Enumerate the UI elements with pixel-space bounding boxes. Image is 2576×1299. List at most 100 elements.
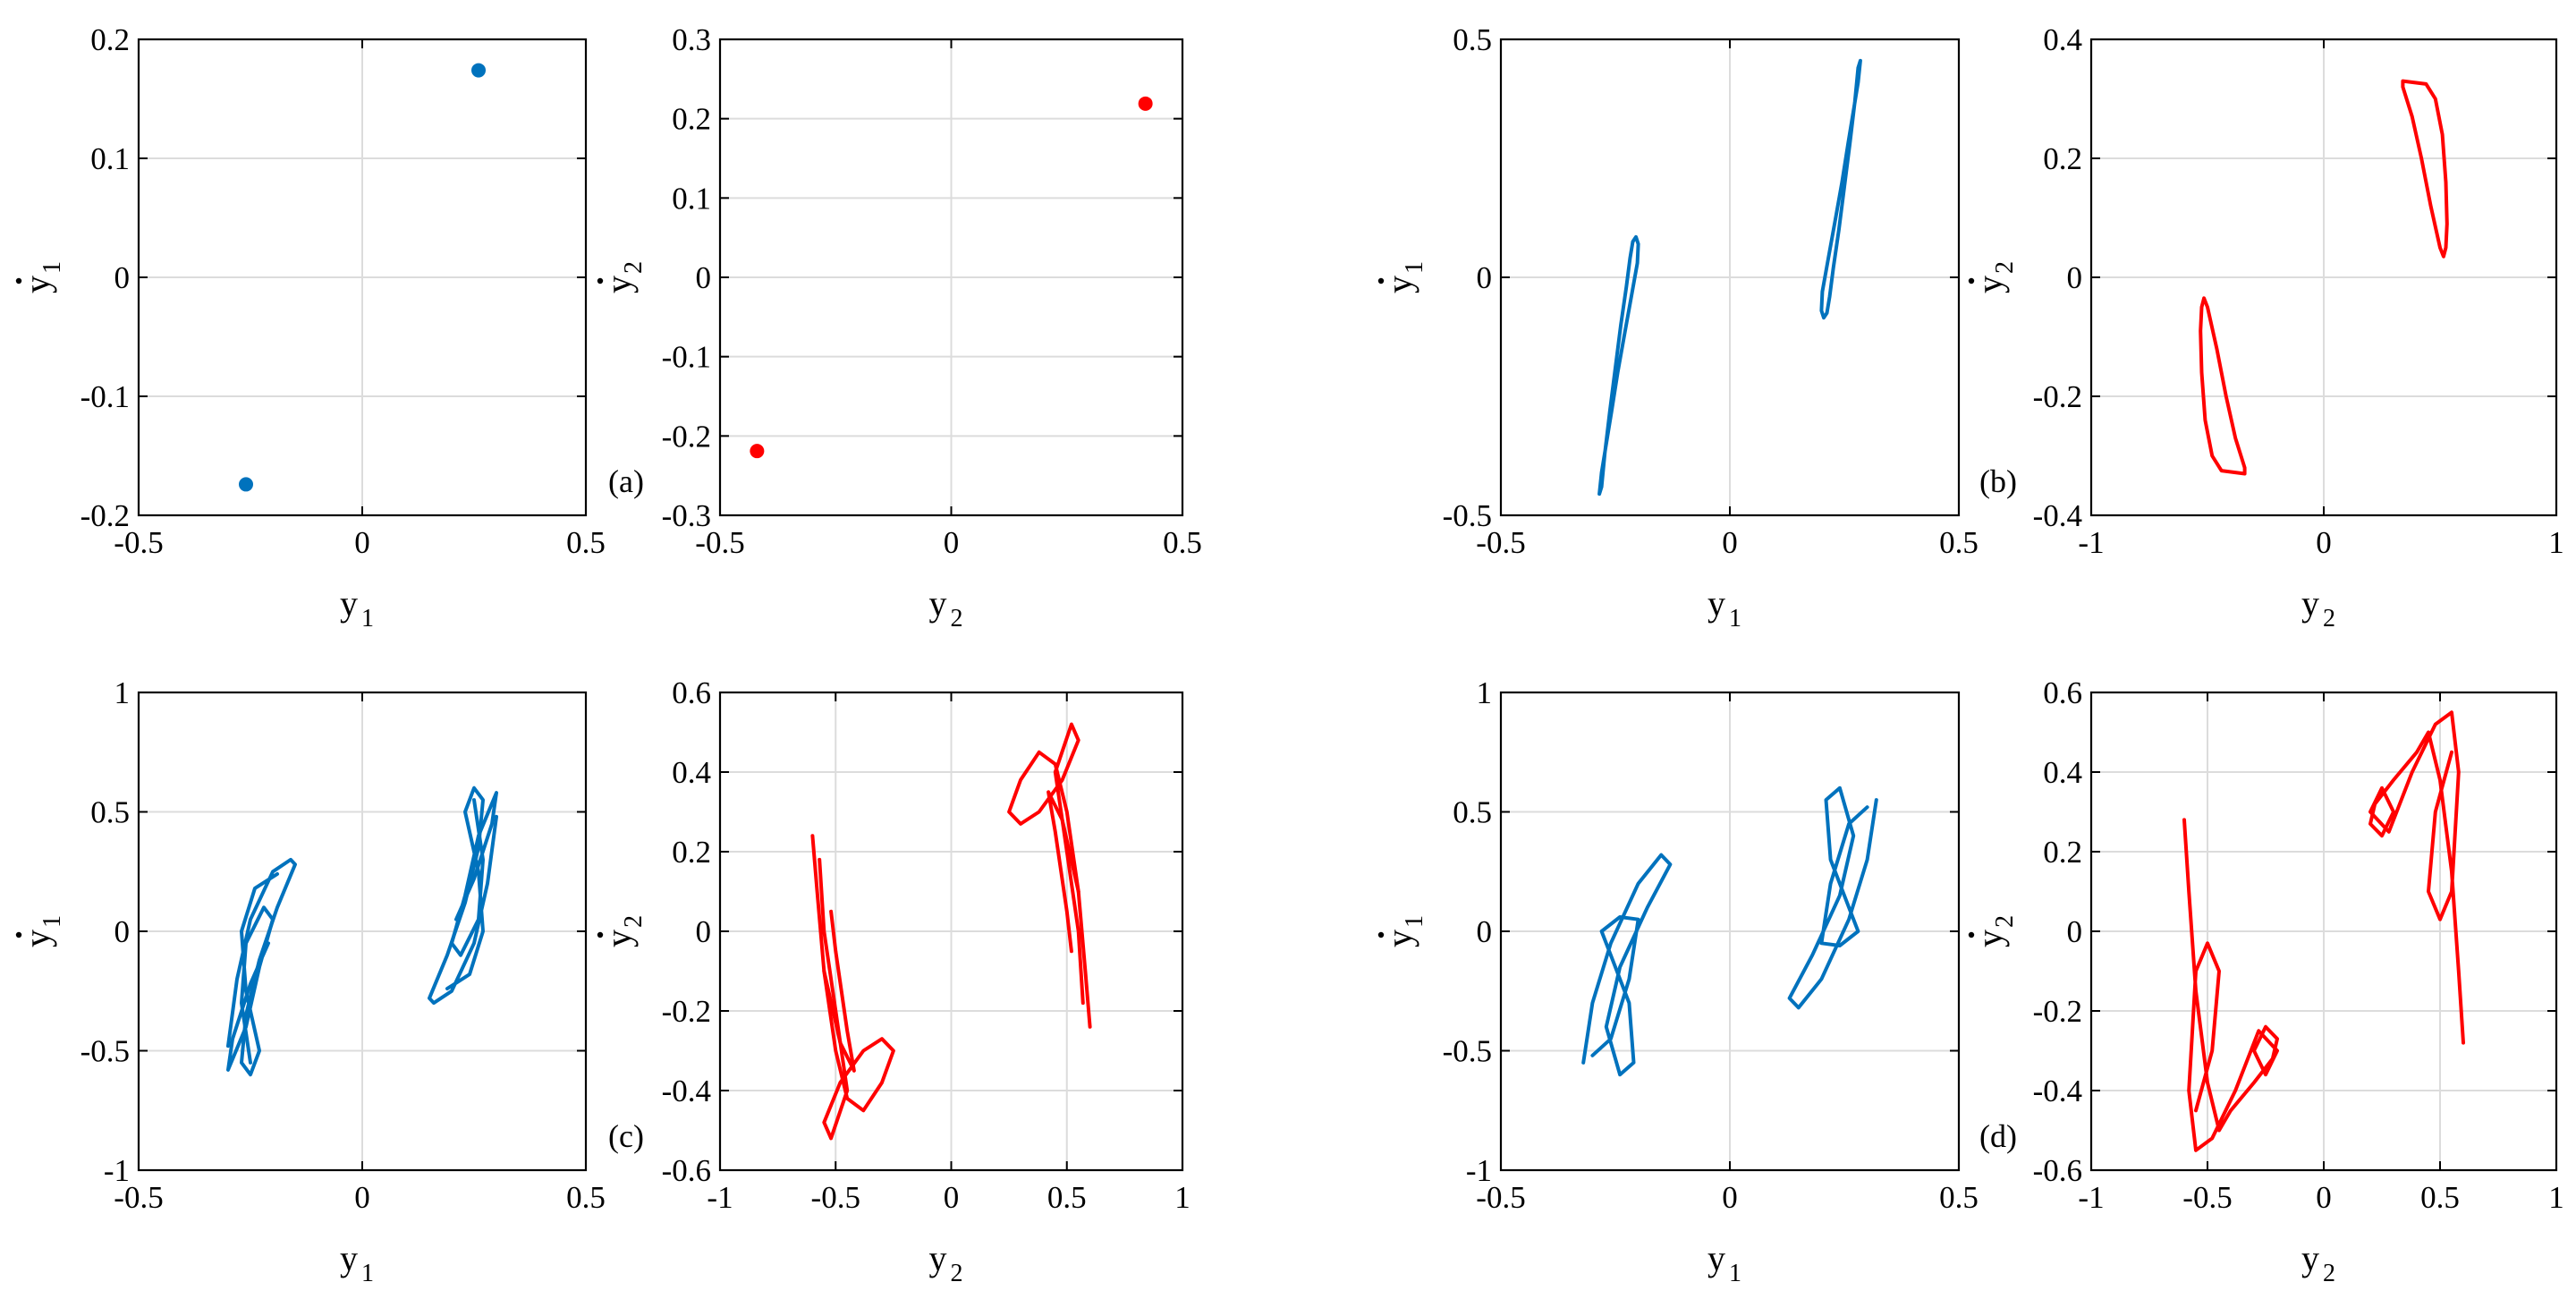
y-axis-label-dot bbox=[1377, 931, 1385, 938]
data-point bbox=[1138, 96, 1153, 111]
x-tick-label: -0.5 bbox=[811, 1180, 860, 1215]
x-axis-label-base: y bbox=[340, 583, 358, 624]
y-axis-label-subscript: 2 bbox=[620, 261, 648, 274]
y-tick-label: 0 bbox=[114, 914, 131, 949]
trajectory-line bbox=[2199, 296, 2247, 476]
x-tick-label: 0.5 bbox=[1163, 525, 1202, 560]
y-axis-label-dot bbox=[1377, 277, 1385, 284]
y-axis-label: y1 bbox=[1377, 915, 1428, 947]
y-axis-label-base: y bbox=[1970, 930, 2010, 947]
y-axis-label-text: y1 bbox=[17, 261, 66, 293]
trajectory-line bbox=[1581, 853, 1673, 1077]
x-tick-label: -1 bbox=[2078, 1180, 2104, 1215]
y-tick-label: 0 bbox=[696, 260, 712, 295]
trajectory-line bbox=[1787, 785, 1878, 1010]
y-axis-label-base: y bbox=[17, 276, 57, 293]
trajectory-line bbox=[226, 905, 275, 1072]
x-tick-label: 0.5 bbox=[1939, 525, 1979, 560]
y-tick-label: 0.4 bbox=[2043, 22, 2082, 57]
y-tick-label: -0.5 bbox=[1443, 498, 1492, 533]
y-tick-label: 1 bbox=[1477, 675, 1493, 710]
y-tick-label: -0.5 bbox=[80, 1034, 130, 1069]
y-tick-label: -1 bbox=[1466, 1153, 1492, 1188]
y-tick-label: -0.2 bbox=[80, 498, 130, 533]
y-tick-label: 0.3 bbox=[672, 22, 711, 57]
y-axis-label-dot bbox=[1968, 277, 1975, 284]
x-axis-label-base: y bbox=[340, 1238, 358, 1278]
trajectory-line bbox=[2368, 710, 2465, 1045]
x-tick-label: -0.5 bbox=[695, 525, 744, 560]
x-tick-label: 0 bbox=[944, 525, 960, 560]
panel-c2: -1 -0.5 0 0.5 1-0.6-0.4-0.200.20.40.6y 2y2(c) bbox=[597, 675, 1191, 1287]
x-axis-label-subscript: 1 bbox=[361, 605, 374, 633]
y-tick-label: -0.5 bbox=[1443, 1034, 1492, 1069]
y-tick-label: -0.6 bbox=[662, 1153, 711, 1188]
y-axis-label-text: y1 bbox=[1379, 261, 1428, 293]
y-tick-label: 0.1 bbox=[90, 141, 130, 176]
x-tick-label: 0 bbox=[354, 525, 370, 560]
y-tick-label: 0 bbox=[114, 260, 131, 295]
panel-d1: -0.5 0 0.5-1-0.500.51y 1y1 bbox=[1377, 675, 1979, 1287]
data-point bbox=[239, 477, 253, 492]
y-axis-label: y2 bbox=[597, 261, 648, 293]
y-tick-label: 0.1 bbox=[672, 181, 711, 216]
y-axis-label-text: y2 bbox=[1970, 915, 2019, 947]
y-tick-label: 0.6 bbox=[2043, 675, 2082, 710]
y-tick-label: -0.2 bbox=[2033, 994, 2082, 1029]
y-axis-label: y1 bbox=[15, 261, 66, 293]
x-tick-label: 0.5 bbox=[1939, 1180, 1979, 1215]
y-axis-label-dot bbox=[1968, 931, 1975, 938]
panel-b1: -0.5 0 0.5-0.500.5y 1y1 bbox=[1377, 22, 1979, 633]
y-axis-label: y1 bbox=[15, 915, 66, 947]
trajectory-line bbox=[450, 791, 498, 957]
x-tick-label: 0 bbox=[1722, 525, 1738, 560]
x-tick-label: 0 bbox=[2316, 525, 2332, 560]
x-axis-label-base: y bbox=[2301, 1238, 2319, 1278]
trajectory-line bbox=[1007, 722, 1092, 1029]
data-point bbox=[471, 63, 486, 78]
x-tick-label: 0.5 bbox=[2420, 1180, 2460, 1215]
y-axis-label-base: y bbox=[598, 276, 639, 293]
y-tick-label: -0.2 bbox=[2033, 379, 2082, 414]
y-axis-label-subscript: 1 bbox=[38, 261, 66, 274]
y-axis-label-base: y bbox=[598, 930, 639, 947]
y-tick-label: -0.3 bbox=[662, 498, 711, 533]
trajectory-line bbox=[2182, 818, 2279, 1152]
panel-a2: -0.5 0 0.5-0.3-0.2-0.100.10.20.3y 2y2(a) bbox=[597, 22, 1202, 633]
x-axis-label-subscript: 1 bbox=[361, 1260, 374, 1287]
trajectory-line bbox=[1819, 58, 1862, 320]
x-axis-label-subscript: 2 bbox=[951, 605, 963, 633]
x-axis-label-subscript: 1 bbox=[1729, 1260, 1741, 1287]
panel-c1: -0.5 0 0.5-1-0.500.51y 1y1 bbox=[15, 675, 606, 1287]
x-tick-label: 0.5 bbox=[566, 1180, 606, 1215]
y-axis-label: y2 bbox=[1968, 261, 2019, 293]
x-axis-label-base: y bbox=[1707, 583, 1725, 624]
x-tick-label: 1 bbox=[2548, 525, 2564, 560]
panel-label: (a) bbox=[608, 463, 644, 499]
x-axis-label-base: y bbox=[929, 583, 947, 624]
y-tick-label: -0.4 bbox=[2033, 1074, 2082, 1108]
y-axis-label-subscript: 2 bbox=[620, 915, 648, 928]
y-tick-label: 0.4 bbox=[672, 755, 711, 790]
x-tick-label: -0.5 bbox=[1476, 1180, 1525, 1215]
panel-d2: -1 -0.5 0 0.5 1-0.6-0.4-0.200.20.40.6y 2y2(d) bbox=[1968, 675, 2564, 1287]
x-axis-label-subscript: 2 bbox=[951, 1260, 963, 1287]
y-tick-label: 0.5 bbox=[1453, 22, 1492, 57]
panel-b2: -1 0 1-0.4-0.200.20.4y 2y2(b) bbox=[1968, 22, 2564, 633]
x-tick-label: 0 bbox=[2316, 1180, 2332, 1215]
y-tick-label: 0.2 bbox=[672, 102, 711, 137]
y-tick-label: 0.2 bbox=[672, 835, 711, 870]
trajectory-line bbox=[1597, 234, 1640, 497]
y-axis-label-dot bbox=[597, 931, 604, 938]
x-tick-label: -0.5 bbox=[114, 1180, 163, 1215]
panel-label: (c) bbox=[608, 1118, 644, 1154]
y-tick-label: -0.2 bbox=[662, 994, 711, 1029]
y-tick-label: 0.5 bbox=[90, 795, 130, 830]
y-tick-label: -0.2 bbox=[662, 419, 711, 454]
y-tick-label: 0 bbox=[696, 914, 712, 949]
x-tick-label: 0 bbox=[944, 1180, 960, 1215]
